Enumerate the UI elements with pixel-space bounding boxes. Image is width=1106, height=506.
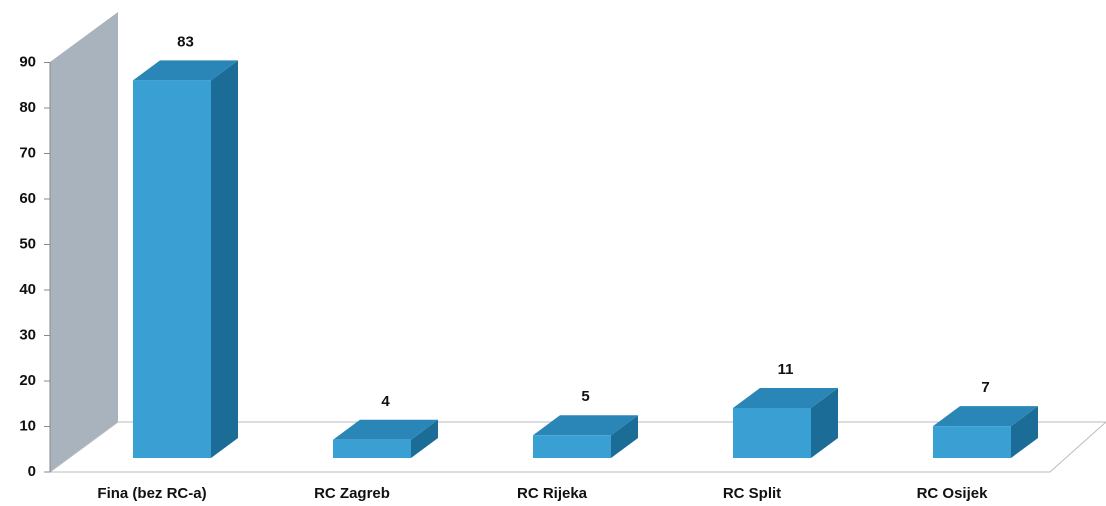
bar-top <box>733 387 838 408</box>
bar-front <box>733 407 811 458</box>
x-tick-label: RC Rijeka <box>517 485 588 502</box>
bar <box>733 387 838 458</box>
bar-side <box>411 419 438 458</box>
back-wall <box>50 12 118 472</box>
x-tick-label: RC Split <box>723 485 781 502</box>
y-tick-label: 70 <box>19 144 36 161</box>
bar-top <box>333 419 438 440</box>
y-tick-label: 30 <box>19 326 36 343</box>
bar-front <box>533 435 611 458</box>
bar-top <box>133 60 238 81</box>
value-label: 7 <box>981 379 989 396</box>
y-tick-label: 0 <box>28 463 36 480</box>
bar-front <box>933 426 1011 458</box>
bar <box>133 60 238 458</box>
bar <box>933 406 1038 458</box>
value-label: 5 <box>581 388 589 405</box>
value-label: 4 <box>381 393 390 410</box>
x-tick-label: RC Zagreb <box>314 485 390 502</box>
bar-side <box>1011 406 1038 458</box>
y-tick-label: 60 <box>19 190 36 207</box>
y-tick-label: 20 <box>19 372 36 389</box>
y-tick-label: 50 <box>19 235 36 252</box>
value-label: 11 <box>778 361 794 378</box>
bar <box>533 415 638 458</box>
y-tick-label: 40 <box>19 281 36 298</box>
bar-front <box>333 439 411 458</box>
bar-side <box>611 415 638 458</box>
y-tick-label: 80 <box>19 99 36 116</box>
bar-top <box>933 406 1038 427</box>
bar-top <box>533 415 638 436</box>
bar <box>333 419 438 458</box>
bar-side <box>211 60 238 458</box>
value-label: 83 <box>177 33 194 50</box>
bar-front <box>133 80 211 458</box>
x-tick-label: Fina (bez RC-a) <box>97 485 206 502</box>
y-tick-label: 90 <box>19 53 36 70</box>
x-tick-label: RC Osijek <box>917 485 989 502</box>
y-tick-label: 10 <box>19 417 36 434</box>
bar-side <box>811 387 838 458</box>
